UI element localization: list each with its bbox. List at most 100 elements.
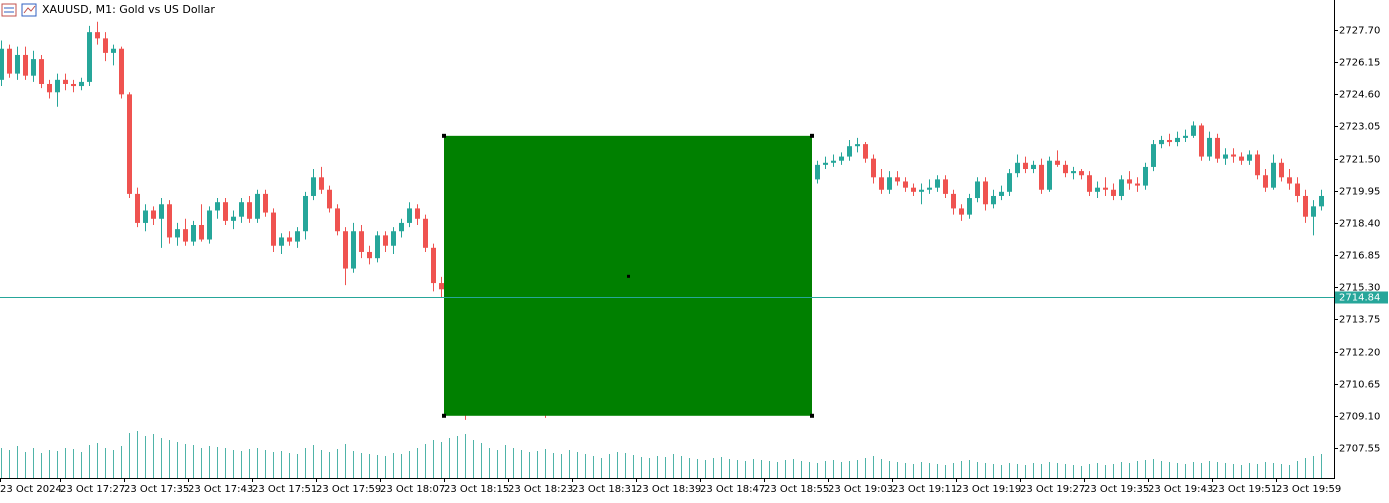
candle-body xyxy=(943,179,948,194)
candle-body xyxy=(311,177,316,196)
chart-title: XAUUSD, M1: Gold vs US Dollar xyxy=(42,3,215,16)
candle-body xyxy=(399,222,404,232)
candle-body xyxy=(215,202,220,211)
y-tick-label: 2719.95 xyxy=(1339,187,1380,198)
candle-body xyxy=(295,231,300,242)
candle-body xyxy=(815,164,820,180)
rectangle-handle xyxy=(810,133,814,138)
candle-body xyxy=(303,195,308,232)
y-tick-label: 2709.10 xyxy=(1339,412,1380,423)
y-tick-label: 2712.20 xyxy=(1339,348,1380,359)
y-tick-label: 2713.75 xyxy=(1339,315,1380,326)
candle-body xyxy=(1087,175,1092,192)
candle-body xyxy=(863,144,868,159)
candle-body xyxy=(983,181,988,205)
rectangle-handle xyxy=(442,133,446,138)
candle-body xyxy=(167,204,172,238)
candle-body xyxy=(919,189,924,192)
y-tick-label: 2727.70 xyxy=(1339,26,1380,37)
candle-body xyxy=(1039,164,1044,190)
x-tick-label: 23 Oct 19:19 xyxy=(956,484,1021,495)
candle-body xyxy=(887,177,892,190)
x-tick-label: 23 Oct 18:31 xyxy=(572,484,637,495)
candle-body xyxy=(1095,187,1100,192)
candle-body xyxy=(1031,164,1036,170)
candle-body xyxy=(1303,195,1308,217)
x-tick-label: 23 Oct 19:43 xyxy=(1148,484,1213,495)
candle-body xyxy=(823,162,828,165)
candle-body xyxy=(111,48,116,53)
candle-body xyxy=(31,59,36,76)
x-tick-label: 23 Oct 18:55 xyxy=(764,484,829,495)
candle-body xyxy=(903,181,908,188)
candle-body xyxy=(1295,183,1300,196)
candle-body xyxy=(1111,189,1116,196)
y-tick-label: 2723.05 xyxy=(1339,122,1380,133)
candle-body xyxy=(7,48,12,74)
candle-body xyxy=(1079,171,1084,176)
candle-body xyxy=(1071,171,1076,174)
candle-body xyxy=(1279,162,1284,178)
candle-body xyxy=(1167,139,1172,143)
candle-body xyxy=(1143,166,1148,186)
icon[interactable] xyxy=(1,3,17,17)
x-tick-label: 23 Oct 18:47 xyxy=(700,484,765,495)
candle-body xyxy=(1287,177,1292,184)
x-tick-label: 23 Oct 19:03 xyxy=(828,484,893,495)
candle-body xyxy=(1119,179,1124,196)
candle-body xyxy=(159,204,164,219)
candle-body xyxy=(999,191,1004,196)
candle-body xyxy=(23,54,28,76)
volume-layer xyxy=(1,431,1322,478)
candle-body xyxy=(263,193,268,213)
x-tick-label: 23 Oct 19:35 xyxy=(1084,484,1149,495)
candle-body xyxy=(351,231,356,269)
candle-body xyxy=(135,193,140,223)
candle-body xyxy=(279,237,284,246)
candle-body xyxy=(415,208,420,219)
candle-body xyxy=(927,187,932,190)
candle-body xyxy=(127,94,132,194)
candle-body xyxy=(895,177,900,182)
y-tick-label: 2710.65 xyxy=(1339,380,1380,391)
candle-body xyxy=(255,193,260,219)
candle-body xyxy=(55,79,60,93)
candle-body xyxy=(911,187,916,192)
candle-body xyxy=(1175,137,1180,143)
icon[interactable] xyxy=(21,3,37,17)
candle-body xyxy=(1015,162,1020,174)
candle-body xyxy=(871,158,876,178)
candle-body xyxy=(239,202,244,217)
y-tick-label: 2707.55 xyxy=(1339,444,1380,455)
y-tick-label: 2718.40 xyxy=(1339,219,1380,230)
candle-body xyxy=(1007,173,1012,192)
candle-body xyxy=(151,210,156,219)
candle-body xyxy=(15,54,20,74)
candle-body xyxy=(1255,154,1260,176)
candle-body xyxy=(247,202,252,219)
rectangle-handle xyxy=(810,413,814,418)
y-tick-label: 2726.15 xyxy=(1339,58,1380,69)
candle-body xyxy=(879,177,884,190)
candle-body xyxy=(839,156,844,161)
candle-body xyxy=(1247,154,1252,161)
candle-body xyxy=(1215,137,1220,159)
candle-body xyxy=(855,144,860,147)
x-tick-label: 23 Oct 19:51 xyxy=(1212,484,1277,495)
candle-body xyxy=(1239,156,1244,161)
x-tick-label: 23 Oct 19:27 xyxy=(1020,484,1085,495)
candle-body xyxy=(431,247,436,284)
candle-body xyxy=(327,189,332,209)
candle-body xyxy=(847,146,852,157)
candle-body xyxy=(1063,164,1068,174)
rectangle-handle xyxy=(442,413,446,418)
candle-body xyxy=(359,231,364,252)
candle-body xyxy=(423,218,428,248)
candle-body xyxy=(367,251,372,259)
toolbar-icons[interactable] xyxy=(1,3,37,17)
candle-body xyxy=(271,212,276,246)
candle-body xyxy=(1271,162,1276,188)
